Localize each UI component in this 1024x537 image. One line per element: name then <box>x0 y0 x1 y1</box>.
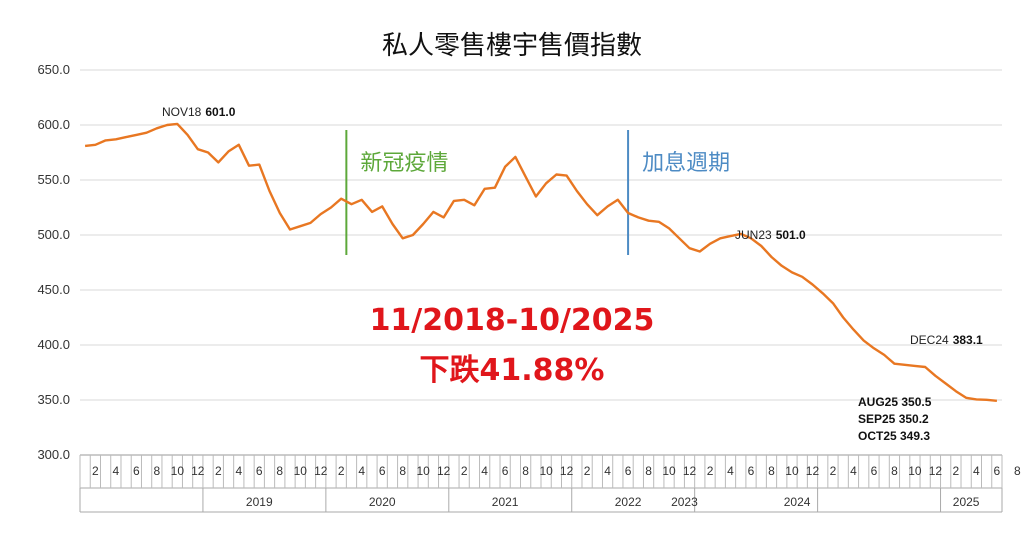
decline-callout: 11/2018-10/2025 下跌41.88% <box>370 303 655 388</box>
chart-title: 私人零售樓宇售價指數 <box>382 31 642 61</box>
event-marker-label: 加息週期 <box>642 151 730 176</box>
x-tick-label: 2 <box>953 464 960 478</box>
y-tick-label: 600.0 <box>37 117 70 132</box>
x-tick-label: 6 <box>748 464 755 478</box>
x-tick-label: 8 <box>522 464 529 478</box>
x-tick-label: 4 <box>481 464 488 478</box>
x-tick-label: 6 <box>871 464 878 478</box>
gridlines <box>80 69 1002 456</box>
y-tick-label: 500.0 <box>37 227 70 242</box>
recent-month-annotation: OCT25 349.3 <box>858 429 930 443</box>
x-tick-label: 12 <box>683 464 697 478</box>
point-annotation: DEC24 383.1 <box>910 333 983 347</box>
x-tick-label: 10 <box>171 464 185 478</box>
y-tick-label: 550.0 <box>37 172 70 187</box>
annotation-value: 501.0 <box>776 228 806 242</box>
x-tick-label: 12 <box>806 464 820 478</box>
x-axis: 2 4 6 8 10 12 2 4 6 8 10 12 2 4 6 8 10 12 2 4 6 8 10 12 2 4 6 8 10 12… <box>79 455 1021 513</box>
x-tick-label: 4 <box>604 464 611 478</box>
x-tick-label: 12 <box>314 464 328 478</box>
event-marker-label: 新冠疫情 <box>360 151 448 176</box>
series-line <box>84 122 998 402</box>
x-tick-label: 2 <box>338 464 345 478</box>
y-tick-label: 300.0 <box>37 447 70 462</box>
x-tick-label: 10 <box>662 464 676 478</box>
x-tick-label: 6 <box>625 464 632 478</box>
x-tick-label: 12 <box>437 464 451 478</box>
y-axis-ticks: 650.0 600.0 550.0 500.0 450.0 400.0 350.0 300.0 <box>37 62 70 462</box>
x-tick-label: 6 <box>502 464 509 478</box>
y-tick-label: 450.0 <box>37 282 70 297</box>
x-tick-label: 4 <box>973 464 980 478</box>
x-tick-label: 2 <box>584 464 591 478</box>
callout-decline: 下跌41.88% <box>420 353 605 388</box>
annotation-value: 601.0 <box>205 105 235 119</box>
year-label: 2022 <box>615 495 642 509</box>
x-tick-label: 10 <box>294 464 308 478</box>
x-tick-label: 6 <box>133 464 140 478</box>
year-label: 2023 <box>671 495 698 509</box>
x-tick-label: 8 <box>276 464 283 478</box>
year-label: 2024 <box>784 495 811 509</box>
annotation-period: DEC24 <box>910 333 949 347</box>
x-tick-label: 10 <box>908 464 922 478</box>
callout-period: 11/2018-10/2025 <box>370 303 655 338</box>
x-tick-label: 4 <box>727 464 734 478</box>
x-tick-label: 6 <box>994 464 1001 478</box>
x-tick-label: 2 <box>707 464 714 478</box>
year-label: 2020 <box>369 495 396 509</box>
x-tick-label: 8 <box>1014 464 1021 478</box>
year-label: 2019 <box>246 495 273 509</box>
year-label: 2021 <box>492 495 519 509</box>
x-tick-label: 12 <box>191 464 205 478</box>
x-tick-label: 4 <box>235 464 242 478</box>
recent-month-annotation: AUG25 350.5 <box>858 395 932 409</box>
x-tick-label: 8 <box>399 464 406 478</box>
x-tick-label: 6 <box>379 464 386 478</box>
x-tick-label: 4 <box>358 464 365 478</box>
x-tick-label: 2 <box>461 464 468 478</box>
series-line-group <box>84 122 998 402</box>
x-tick-label: 6 <box>256 464 263 478</box>
x-tick-label: 4 <box>113 464 120 478</box>
y-tick-label: 400.0 <box>37 337 70 352</box>
annotation-value: 383.1 <box>953 333 983 347</box>
y-tick-label: 650.0 <box>37 62 70 77</box>
x-tick-label: 4 <box>850 464 857 478</box>
x-tick-label: 12 <box>929 464 943 478</box>
x-tick-label: 8 <box>153 464 160 478</box>
annotation-period: NOV18 <box>162 105 202 119</box>
recent-month-annotation: SEP25 350.2 <box>858 412 929 426</box>
year-label: 2025 <box>953 495 980 509</box>
point-annotation: NOV18 601.0 <box>162 105 236 119</box>
x-tick-label: 8 <box>891 464 898 478</box>
x-tick-label: 12 <box>560 464 574 478</box>
x-tick-label: 10 <box>785 464 799 478</box>
x-tick-label: 10 <box>539 464 553 478</box>
x-tick-label: 8 <box>645 464 652 478</box>
annotation-period: JUN23 <box>735 228 772 242</box>
point-annotation: JUN23 501.0 <box>735 228 806 242</box>
x-tick-label: 8 <box>768 464 775 478</box>
x-tick-label: 2 <box>215 464 222 478</box>
x-tick-label: 2 <box>830 464 837 478</box>
x-tick-label: 2 <box>92 464 99 478</box>
y-tick-label: 350.0 <box>37 392 70 407</box>
event-markers: 新冠疫情 加息週期 <box>345 130 730 255</box>
x-tick-label: 10 <box>417 464 431 478</box>
point-annotations: NOV18 601.0 JUN23 501.0 DEC24 383.1 AUG25 350.… <box>162 105 983 443</box>
